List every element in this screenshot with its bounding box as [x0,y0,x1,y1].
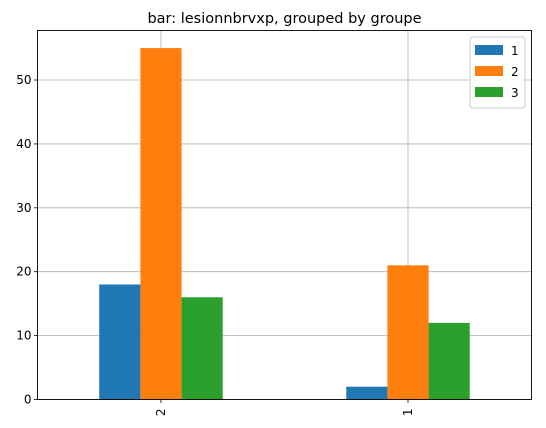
chart-title: bar: lesionnbrvxp, grouped by groupe [147,11,421,27]
y-tick-label: 40 [16,137,31,151]
legend-swatch [475,87,503,97]
bar [99,284,141,400]
y-tick-label: 20 [16,265,31,279]
legend: 1 2 3 [469,36,526,109]
y-tick-label: 50 [16,73,31,87]
bar [428,322,470,400]
x-tick-label: 2 [154,409,168,417]
bar [181,297,223,400]
legend-label: 2 [511,65,519,79]
bar [140,48,182,400]
bar [387,265,429,400]
y-tick-label: 10 [16,329,31,343]
bars [99,48,470,400]
legend-swatch [475,66,503,76]
y-tick-label: 0 [24,393,32,407]
legend-swatch [475,45,503,55]
axis-ticks: 0 10 20 30 40 50 2 1 [16,73,415,416]
plot-frame [37,30,532,400]
bar [346,386,388,400]
legend-label: 1 [511,44,519,58]
x-tick-label: 1 [401,409,415,417]
y-tick-label: 30 [16,201,31,215]
legend-label: 3 [511,86,519,100]
